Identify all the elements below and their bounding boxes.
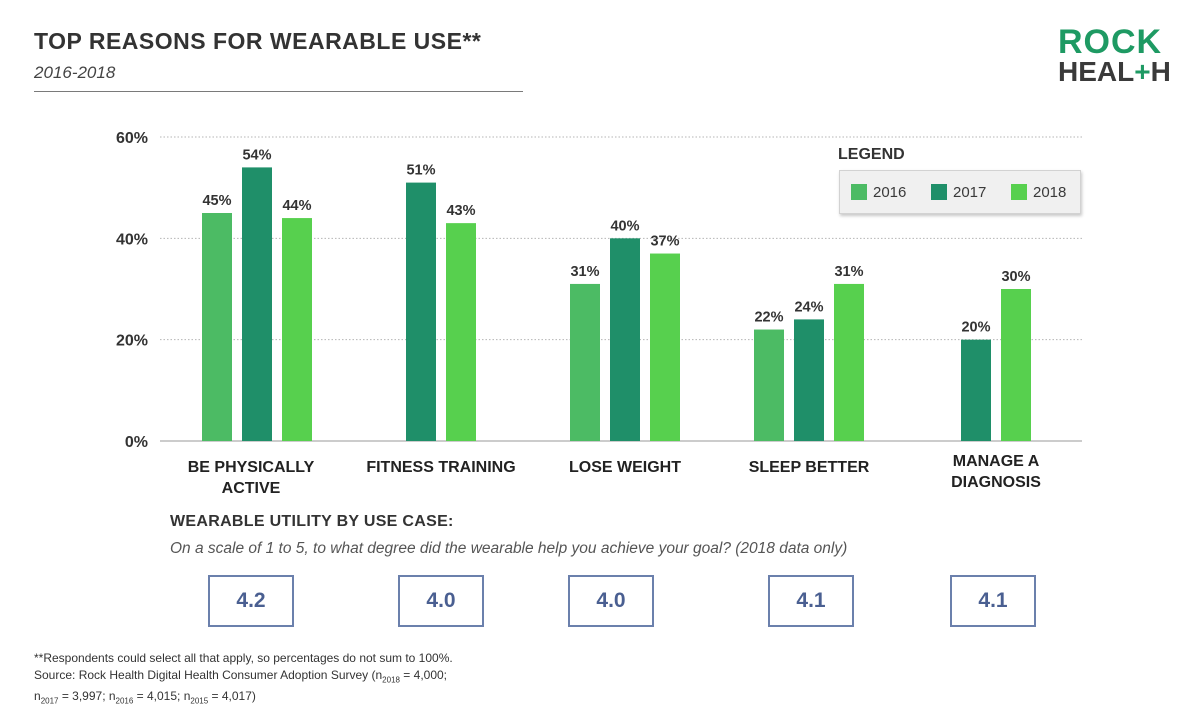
n2016-subscript: 2016 <box>115 696 134 706</box>
footnote: **Respondents could select all that appl… <box>34 650 504 710</box>
footnote-line-3: n2017 = 3,997; n2016 = 4,015; n2015 = 4,… <box>34 688 504 709</box>
footnote-line-2: Source: Rock Health Digital Health Consu… <box>34 667 504 688</box>
n2016-value: = 4,015; n <box>133 689 191 704</box>
data-label: 40% <box>610 218 639 234</box>
n2018-subscript: 2018 <box>382 675 400 685</box>
logo-line-1: ROCK <box>1058 23 1163 61</box>
score-box-fitness-training: 4.0 <box>398 575 484 627</box>
data-label: 22% <box>754 310 783 326</box>
bar-2018 <box>282 218 312 441</box>
data-label: 51% <box>406 163 435 179</box>
rock-health-logo: ROCK HEAL+H <box>1058 23 1173 86</box>
n2017-value: = 3,997; n <box>58 689 116 704</box>
legend-item-2018: 2018 <box>1011 184 1066 201</box>
category-label: MANAGE A <box>953 453 1040 470</box>
category-label: DIAGNOSIS <box>951 474 1041 491</box>
score-box-sleep-better: 4.1 <box>768 575 854 627</box>
data-label: 24% <box>794 299 823 315</box>
data-label: 54% <box>242 147 271 163</box>
bar-2017 <box>242 167 272 441</box>
bar-2018 <box>834 283 864 441</box>
bar-2017 <box>406 182 436 441</box>
legend-swatch-2017 <box>931 184 947 200</box>
bar-2018 <box>650 253 680 441</box>
logo-line-2: HEAL+H <box>1058 57 1173 86</box>
y-tick-label: 60% <box>116 130 148 147</box>
legend-swatch-2016 <box>851 184 867 200</box>
bar-2017 <box>610 238 640 441</box>
bar-2017 <box>794 319 824 441</box>
y-tick-label: 40% <box>116 231 148 248</box>
logo-line-2-b: H <box>1150 56 1171 87</box>
legend-item-2017: 2017 <box>931 184 986 201</box>
data-label: 20% <box>961 320 990 336</box>
source-text: Source: Rock Health Digital Health Consu… <box>34 668 383 682</box>
data-label: 31% <box>834 264 863 280</box>
category-label: FITNESS TRAINING <box>366 459 515 476</box>
category-label: LOSE WEIGHT <box>569 459 681 476</box>
title-divider <box>34 91 523 92</box>
chart-subtitle: 2016-2018 <box>34 63 116 82</box>
score-box-manage-a-diagnosis: 4.1 <box>950 575 1036 627</box>
utility-question: On a scale of 1 to 5, to what degree did… <box>170 540 848 557</box>
footnote-line-1: **Respondents could select all that appl… <box>34 651 453 665</box>
score-box-lose-weight: 4.0 <box>568 575 654 627</box>
chart-title: TOP REASONS FOR WEARABLE USE** <box>34 28 482 54</box>
category-label: ACTIVE <box>222 480 281 497</box>
data-label: 43% <box>446 203 475 219</box>
bar-2016 <box>754 329 784 441</box>
logo-plus-icon: + <box>1134 56 1151 87</box>
logo-line-2-a: HEAL <box>1058 56 1135 87</box>
category-label: SLEEP BETTER <box>749 459 870 476</box>
legend-label-2017: 2017 <box>953 184 987 201</box>
y-tick-label: 20% <box>116 333 148 350</box>
category-label: BE PHYSICALLY <box>188 459 315 476</box>
bar-chart: 0% 20% 40% 60% 45% 54% 44% BE PHYSICALLY ACTIVE 5… <box>116 130 1082 497</box>
data-label: 44% <box>282 198 311 214</box>
legend-swatch-2018 <box>1011 184 1027 200</box>
legend-item-2016: 2016 <box>851 184 906 201</box>
legend: 2016 2017 2018 <box>839 170 1081 214</box>
bar-2016 <box>202 213 232 441</box>
data-label: 45% <box>202 193 231 209</box>
legend-label-2018: 2018 <box>1033 184 1067 201</box>
bar-2016 <box>570 283 600 441</box>
utility-title: WEARABLE UTILITY BY USE CASE: <box>170 513 454 530</box>
n2015-value: = 4,017) <box>208 689 256 704</box>
data-label: 37% <box>650 234 679 250</box>
legend-label-2016: 2016 <box>873 184 907 201</box>
score-box-be-physically-active: 4.2 <box>208 575 294 627</box>
n2015-subscript: 2015 <box>190 696 209 706</box>
n2017-prefix: n <box>34 689 41 704</box>
bar-2017 <box>961 339 991 441</box>
legend-title: LEGEND <box>838 146 905 163</box>
n2017-subscript: 2017 <box>40 696 59 706</box>
n2018-value: = 4,000; <box>399 668 448 682</box>
bar-2018 <box>1001 289 1031 441</box>
data-label: 30% <box>1001 269 1030 285</box>
data-label: 31% <box>570 264 599 280</box>
y-tick-label: 0% <box>125 434 148 451</box>
bar-2018 <box>446 223 476 441</box>
